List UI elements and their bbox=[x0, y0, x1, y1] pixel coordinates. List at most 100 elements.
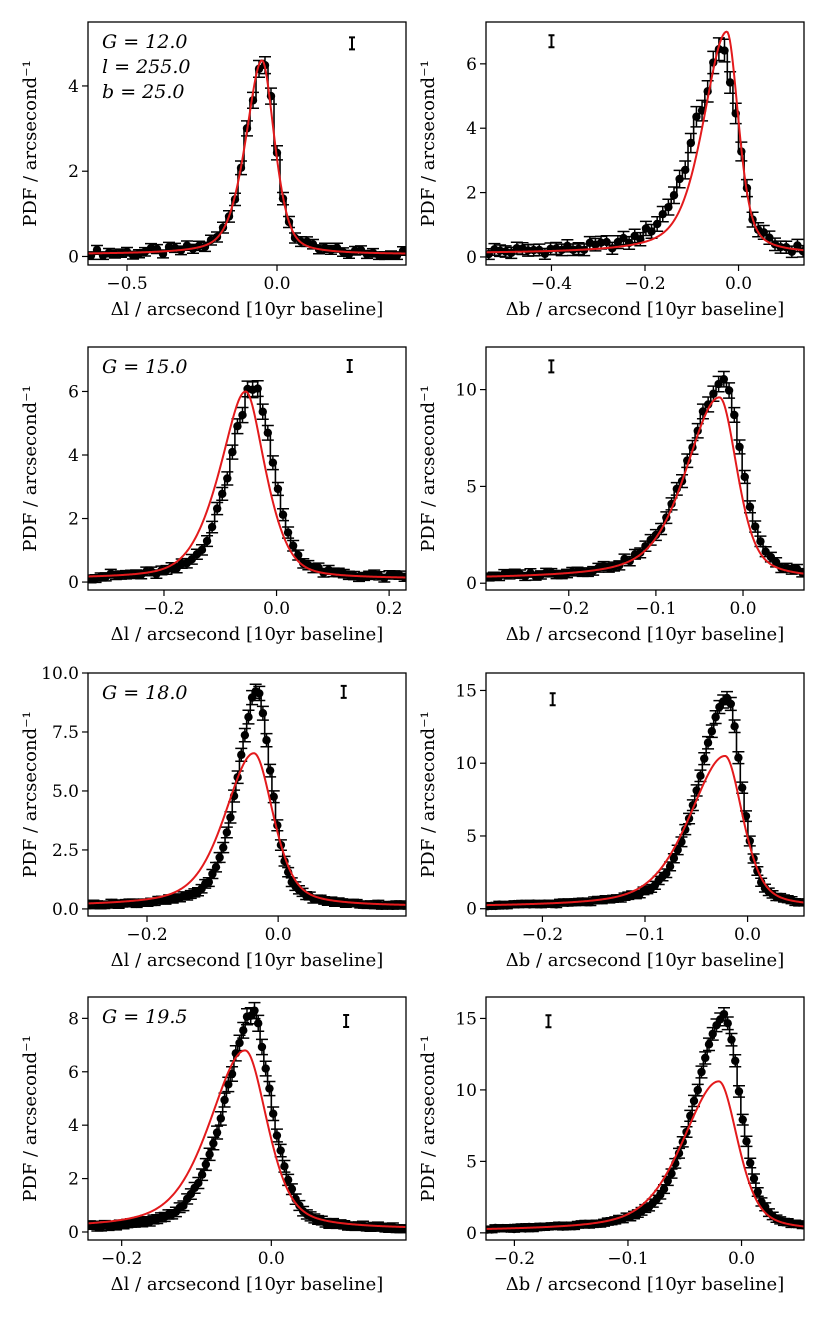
data-point bbox=[212, 1128, 222, 1137]
data-point bbox=[759, 228, 768, 237]
y-axis-label: PDF / arcsecond⁻¹ bbox=[418, 1035, 439, 1202]
data-point bbox=[725, 78, 735, 87]
data-point bbox=[294, 550, 303, 560]
y-tick-label: 2 bbox=[68, 1170, 79, 1190]
data-point bbox=[204, 877, 214, 887]
data-point bbox=[664, 202, 673, 212]
y-tick-label: 0 bbox=[68, 1223, 79, 1243]
panel-G18-dl: −0.2 0.0 0.0 2.5 5.0 7.5 10.0 Δl / arcsecond [1… bbox=[20, 664, 407, 971]
data-point bbox=[207, 522, 217, 532]
data-point bbox=[253, 384, 262, 393]
model-curve bbox=[486, 30, 804, 254]
plot-area bbox=[486, 690, 804, 911]
model-curve bbox=[486, 754, 804, 907]
data-point bbox=[726, 699, 736, 709]
x-tick-label: −0.1 bbox=[624, 925, 665, 945]
data-point bbox=[734, 1087, 744, 1096]
data-point bbox=[711, 712, 720, 722]
data-point bbox=[283, 1175, 293, 1185]
data-point bbox=[280, 1162, 289, 1171]
plot-area bbox=[486, 370, 804, 582]
panel-annotation: G = 18.0 bbox=[102, 682, 187, 704]
x-tick-label: −0.2 bbox=[143, 599, 184, 619]
data-point bbox=[659, 1184, 669, 1194]
x-axis-label: Δb / arcsecond [10yr baseline] bbox=[506, 299, 784, 320]
data-histogram bbox=[88, 1009, 406, 1230]
y-tick-label: 0.0 bbox=[52, 900, 79, 920]
panel-G19.5-dl: −0.2 0.0 0 2 4 6 8 Δl / arcsecond [10yr baselin… bbox=[20, 996, 407, 1295]
model-curve bbox=[486, 1080, 804, 1230]
data-histogram bbox=[88, 387, 406, 580]
data-point bbox=[272, 1131, 282, 1140]
data-point bbox=[756, 537, 765, 546]
panel-annotation: b = 25.0 bbox=[102, 81, 184, 103]
y-axis-label: PDF / arcsecond⁻¹ bbox=[418, 385, 439, 552]
x-tick-label: −0.2 bbox=[101, 1249, 142, 1269]
data-point bbox=[268, 458, 278, 467]
data-point bbox=[201, 1160, 211, 1169]
panel-annotation: l = 255.0 bbox=[102, 56, 190, 78]
data-point bbox=[740, 472, 749, 482]
data-point bbox=[186, 1189, 196, 1199]
data-point bbox=[707, 727, 717, 736]
plot-frame bbox=[87, 346, 407, 591]
plot-area bbox=[88, 1001, 406, 1234]
plot-frame bbox=[87, 996, 407, 1241]
y-axis-label: PDF / arcsecond⁻¹ bbox=[418, 711, 439, 878]
plot-frame bbox=[485, 672, 805, 917]
data-point bbox=[235, 1038, 244, 1048]
y-tick-label: 15 bbox=[455, 1009, 477, 1029]
plot-area bbox=[486, 1006, 804, 1234]
panel-G18-db: −0.2 −0.1 0.0 0 5 10 15 Δb / arcsecond [10yr ba… bbox=[418, 672, 805, 971]
data-point bbox=[238, 410, 247, 420]
data-point bbox=[658, 209, 667, 219]
data-point bbox=[665, 862, 675, 871]
y-tick-label: 5.0 bbox=[52, 782, 79, 802]
data-point bbox=[278, 510, 288, 519]
model-curve bbox=[88, 752, 406, 906]
data-point bbox=[212, 504, 222, 513]
data-point bbox=[283, 528, 293, 537]
model-curve bbox=[486, 396, 804, 578]
x-tick-label: 0.0 bbox=[263, 274, 290, 294]
data-point bbox=[669, 854, 679, 863]
data-point bbox=[258, 407, 267, 416]
data-point bbox=[197, 1170, 207, 1179]
data-point bbox=[222, 828, 232, 837]
x-tick-label: −0.2 bbox=[126, 925, 167, 945]
x-tick-label: −0.4 bbox=[531, 274, 572, 294]
x-axis-label: Δb / arcsecond [10yr baseline] bbox=[506, 1274, 784, 1295]
y-tick-label: 7.5 bbox=[52, 723, 79, 743]
y-tick-label: 15 bbox=[455, 681, 477, 701]
data-point bbox=[700, 754, 709, 763]
x-tick-label: −0.2 bbox=[522, 925, 563, 945]
data-point bbox=[226, 813, 235, 822]
x-tick-label: 0.0 bbox=[734, 925, 761, 945]
y-tick-label: 4 bbox=[466, 119, 477, 139]
data-point bbox=[730, 410, 739, 420]
data-point bbox=[735, 442, 744, 452]
plot-frame bbox=[87, 21, 407, 266]
data-point bbox=[746, 1158, 755, 1168]
y-tick-label: 0 bbox=[68, 247, 79, 267]
plot-area bbox=[486, 30, 804, 261]
data-point bbox=[753, 1187, 762, 1197]
panel-G15-db: −0.2 −0.1 0.0 0 5 10 Δb / arcsecond [10yr base… bbox=[418, 346, 805, 645]
data-point bbox=[751, 522, 760, 531]
x-tick-label: 0.0 bbox=[263, 599, 290, 619]
data-point bbox=[723, 1019, 732, 1028]
y-tick-label: 6 bbox=[68, 382, 79, 402]
plot-frame bbox=[87, 672, 407, 917]
panel-annotation: G = 12.0 bbox=[102, 31, 187, 53]
y-tick-label: 5 bbox=[466, 477, 477, 497]
x-tick-label: 0.0 bbox=[728, 1249, 755, 1269]
panel-G19.5-db: −0.2 −0.1 0.0 0 5 10 15 Δb / arcsecond [10yr ba… bbox=[418, 996, 805, 1295]
data-point bbox=[276, 1146, 285, 1155]
data-point bbox=[233, 421, 242, 431]
y-axis-label: PDF / arcsecond⁻¹ bbox=[20, 711, 41, 878]
data-point bbox=[209, 1139, 218, 1148]
data-point bbox=[219, 843, 228, 852]
x-tick-label: 0.0 bbox=[265, 925, 292, 945]
data-point bbox=[262, 735, 271, 745]
plot-frame bbox=[485, 996, 805, 1241]
